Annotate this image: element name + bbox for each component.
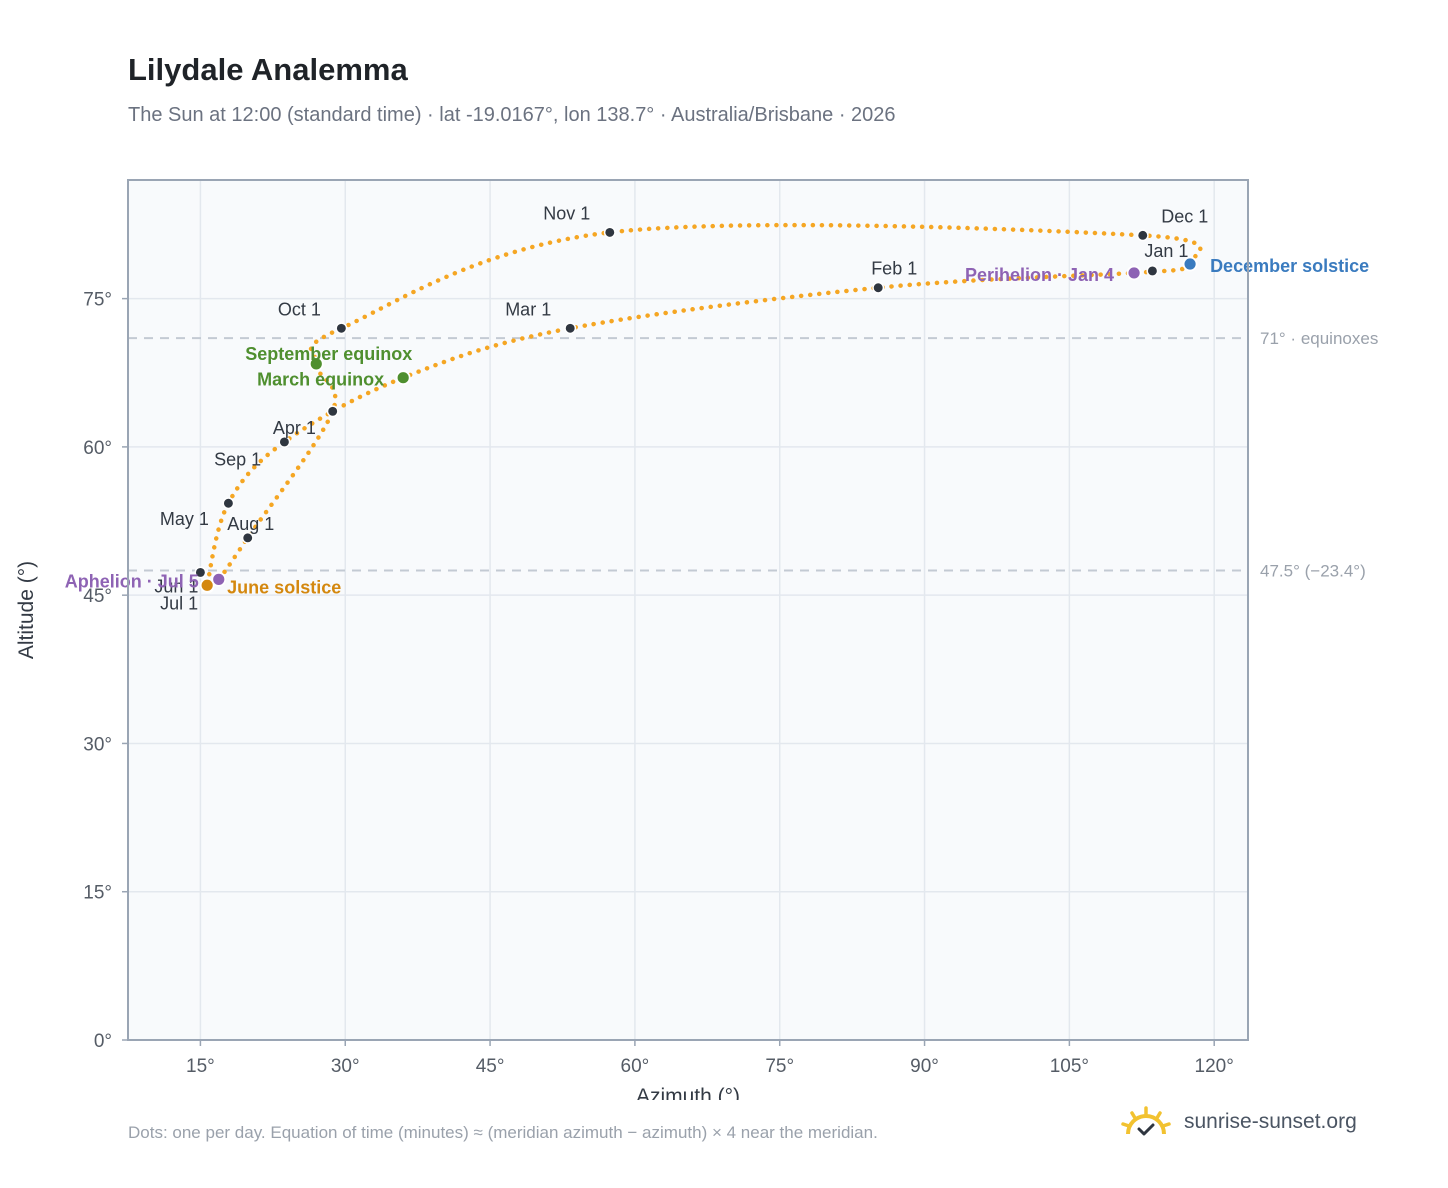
reference-line-label: 71° · equinoxes <box>1260 329 1378 348</box>
month-label: Jan 1 <box>1144 241 1188 261</box>
month-label: Jun 1 <box>154 576 198 596</box>
y-tick-label: 75° <box>83 290 112 311</box>
event-label: Aphelion · Jul 5 <box>65 571 199 591</box>
sun-logo-icon <box>1121 1106 1171 1136</box>
x-tick-label: 105° <box>1050 1056 1089 1077</box>
y-tick-label: 0° <box>94 1031 112 1052</box>
month-label: Dec 1 <box>1161 206 1208 226</box>
event-label: December solstice <box>1210 256 1369 276</box>
chart-title: Lilydale Analemma <box>128 52 408 87</box>
event-marker <box>308 356 324 372</box>
month-marker <box>564 322 577 335</box>
x-tick-label: 30° <box>331 1056 360 1077</box>
reference-lines: 71° · equinoxes 47.5° (−23.4°) <box>128 329 1378 580</box>
y-tick-label: 15° <box>83 883 112 904</box>
footnote: Dots: one per day. Equation of time (min… <box>128 1123 878 1142</box>
month-marker <box>222 497 235 510</box>
month-marker <box>241 531 254 544</box>
month-marker <box>278 436 291 448</box>
plot-background <box>128 180 1248 1040</box>
x-tick-label: 15° <box>186 1056 215 1077</box>
event-marker <box>199 577 215 593</box>
analemma-chart: 71° · equinoxes 47.5° (−23.4°) Jan 1 Feb 1… <box>15 179 1378 1100</box>
month-marker <box>194 566 207 579</box>
y-axis-ticks: 0° 15° 30° 45° 60° 75° <box>83 290 128 1052</box>
month-label: Aug 1 <box>227 514 274 534</box>
event-markers: December solstice June solstice March equi… <box>65 256 1369 597</box>
x-axis-ticks: 15° 30° 45° 60° 75° 90° 105° 120° <box>186 1040 1234 1077</box>
chart-subtitle: The Sun at 12:00 (standard time) · lat -… <box>128 104 896 126</box>
x-axis-title: Azimuth (°) <box>636 1085 740 1100</box>
y-axis-title: Altitude (°) <box>15 561 38 659</box>
month-label: Sep 1 <box>214 449 261 469</box>
x-tick-label: 75° <box>765 1056 794 1077</box>
x-tick-label: 45° <box>476 1056 505 1077</box>
month-marker <box>872 281 885 294</box>
y-tick-label: 45° <box>83 586 112 607</box>
month-marker <box>603 226 616 239</box>
x-tick-label: 120° <box>1195 1056 1234 1077</box>
event-label: March equinox <box>257 370 384 390</box>
event-marker <box>211 571 227 587</box>
event-label: September equinox <box>245 344 412 364</box>
event-marker <box>1182 256 1198 272</box>
plot-frame <box>127 179 1249 1041</box>
event-marker <box>1126 265 1142 281</box>
x-tick-label: 60° <box>621 1056 650 1077</box>
month-marker <box>326 405 339 418</box>
month-label: Apr 1 <box>273 418 316 438</box>
month-marker <box>1136 229 1149 242</box>
event-label: June solstice <box>227 577 341 597</box>
x-tick-label: 90° <box>910 1056 939 1077</box>
month-label: Jul 1 <box>160 593 198 613</box>
month-label: Nov 1 <box>543 203 590 223</box>
month-marker <box>1146 264 1159 277</box>
event-label: Perihelion · Jan 4 <box>965 265 1114 285</box>
brand-name: sunrise-sunset.org <box>1184 1110 1357 1133</box>
reference-line-label: 47.5° (−23.4°) <box>1260 561 1366 580</box>
y-tick-label: 30° <box>83 734 112 755</box>
brand-logo[interactable]: sunrise-sunset.org <box>1120 1100 1357 1144</box>
month-label: Mar 1 <box>505 299 551 319</box>
month-label: Feb 1 <box>871 259 917 279</box>
month-marker <box>335 322 348 335</box>
month-label: May 1 <box>160 509 209 529</box>
y-tick-label: 60° <box>83 438 112 459</box>
month-label: Oct 1 <box>278 299 321 319</box>
analemma-curve <box>203 222 1203 594</box>
event-marker <box>395 370 411 386</box>
